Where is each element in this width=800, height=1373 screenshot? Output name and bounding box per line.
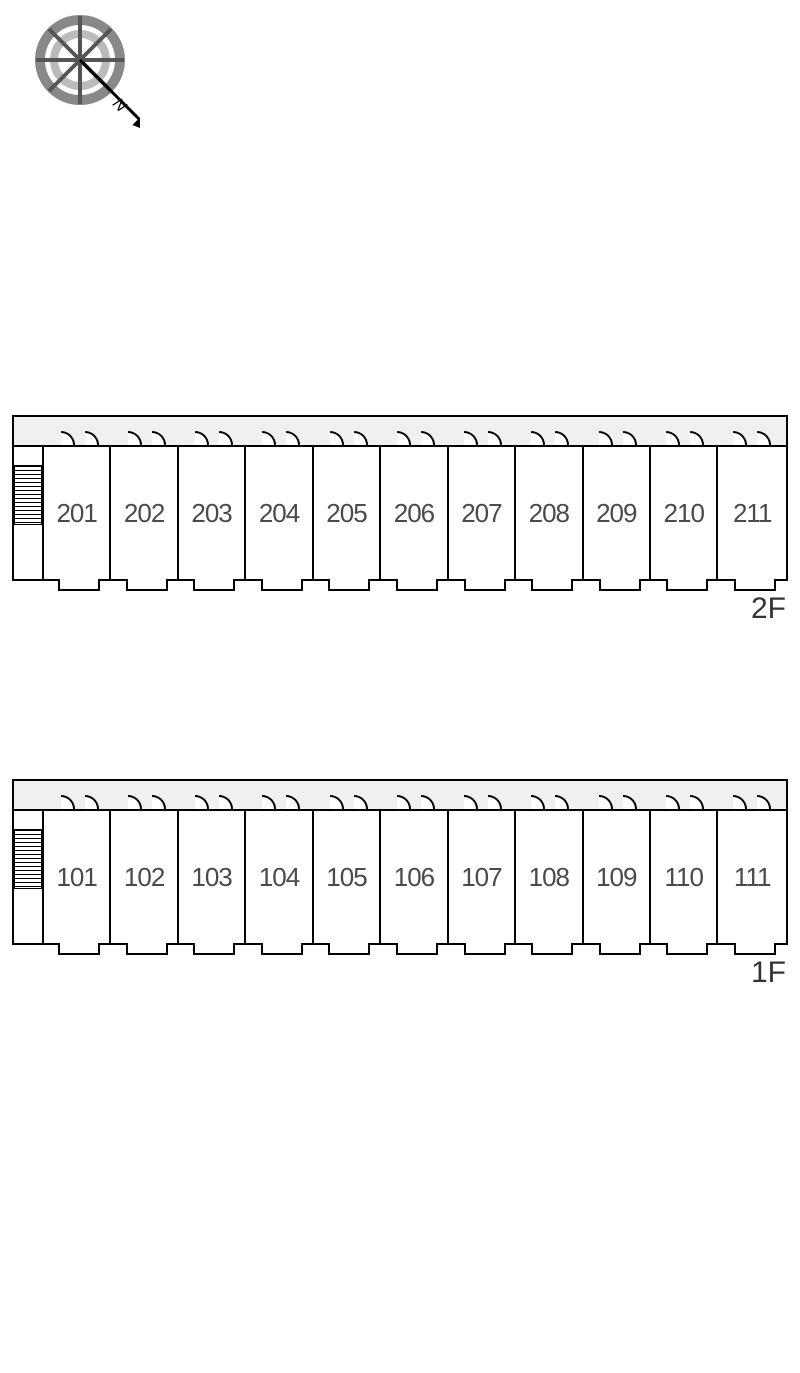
unit-label: 104 [259,862,299,893]
unit-cell: 102 [111,811,178,943]
unit-cell: 109 [584,811,651,943]
floor-1-units-row: 101 102 103 104 105 106 107 108 109 110 … [12,809,788,945]
unit-cell: 207 [449,447,516,579]
compass: N [20,10,140,170]
stairwell-icon [14,447,44,579]
floor-2-block: 201 202 203 204 205 206 207 208 209 210 … [12,415,788,593]
unit-cell: 111 [718,811,785,943]
unit-label: 206 [394,498,434,529]
unit-label: 210 [664,498,704,529]
floor-2-units-row: 201 202 203 204 205 206 207 208 209 210 … [12,445,788,581]
unit-label: 208 [529,498,569,529]
stairwell-icon [14,811,44,943]
unit-label: 105 [326,862,366,893]
unit-label: 109 [596,862,636,893]
unit-cell: 103 [179,811,246,943]
unit-label: 108 [529,862,569,893]
unit-cell: 206 [381,447,448,579]
unit-cell: 106 [381,811,448,943]
floor-1-block: 101 102 103 104 105 106 107 108 109 110 … [12,779,788,957]
unit-label: 204 [259,498,299,529]
unit-cell: 101 [44,811,111,943]
floor-2-corridor [12,415,788,445]
unit-cell: 105 [314,811,381,943]
unit-label: 205 [326,498,366,529]
floor-2-balconies [12,581,788,593]
compass-n-label: N [110,94,131,115]
unit-cell: 110 [651,811,718,943]
unit-cell: 210 [651,447,718,579]
unit-label: 203 [191,498,231,529]
floor-2-label: 2F [751,592,786,626]
unit-cell: 107 [449,811,516,943]
unit-label: 103 [191,862,231,893]
floor-1-label: 1F [751,956,786,990]
unit-cell: 209 [584,447,651,579]
unit-cell: 108 [516,811,583,943]
unit-label: 102 [124,862,164,893]
unit-cell: 205 [314,447,381,579]
unit-cell: 203 [179,447,246,579]
unit-label: 101 [56,862,96,893]
unit-label: 201 [56,498,96,529]
unit-cell: 211 [718,447,785,579]
unit-cell: 204 [246,447,313,579]
unit-label: 209 [596,498,636,529]
unit-cell: 104 [246,811,313,943]
unit-cell: 208 [516,447,583,579]
unit-cell: 201 [44,447,111,579]
floor-1-corridor [12,779,788,809]
floor-1-balconies [12,945,788,957]
unit-label: 111 [734,862,771,893]
unit-label: 207 [461,498,501,529]
unit-label: 107 [461,862,501,893]
unit-label: 202 [124,498,164,529]
unit-label: 211 [733,498,771,529]
unit-label: 106 [394,862,434,893]
unit-cell: 202 [111,447,178,579]
unit-label: 110 [665,862,703,893]
